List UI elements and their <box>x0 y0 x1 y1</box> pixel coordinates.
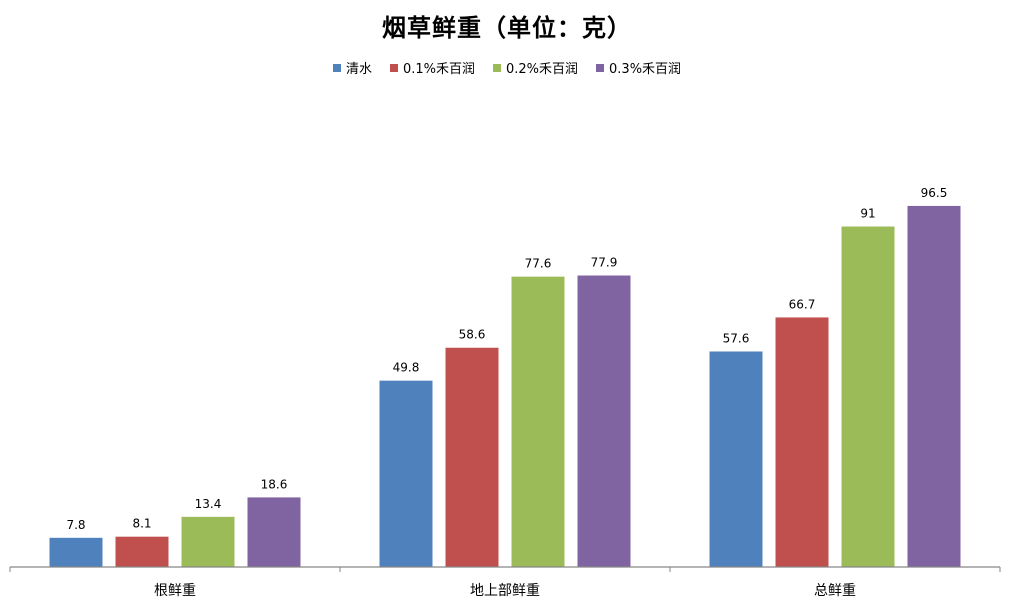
data-label: 8.1 <box>132 517 151 531</box>
legend: 清水 0.1%禾百润 0.2%禾百润 0.3%禾百润 <box>0 58 1014 77</box>
bar <box>577 275 631 567</box>
data-label: 66.7 <box>789 297 816 311</box>
legend-swatch <box>596 63 605 72</box>
data-label: 96.5 <box>921 186 948 200</box>
data-label: 13.4 <box>195 497 222 511</box>
data-label: 57.6 <box>723 331 750 345</box>
bar <box>181 516 235 567</box>
legend-item: 0.1%禾百润 <box>389 58 475 77</box>
legend-item: 0.3%禾百润 <box>596 58 681 77</box>
data-label: 7.8 <box>66 518 85 532</box>
bar <box>49 537 103 567</box>
bar <box>115 536 169 567</box>
legend-item: 0.2%禾百润 <box>492 58 579 77</box>
data-label: 49.8 <box>393 361 420 375</box>
legend-label: 0.1%禾百润 <box>402 62 475 77</box>
data-label: 77.9 <box>591 256 618 270</box>
data-label: 91 <box>860 207 875 221</box>
legend-swatch <box>389 63 398 72</box>
category-label: 总鲜重 <box>814 583 856 599</box>
legend-label: 0.2%禾百润 <box>505 62 579 77</box>
category-label: 根鲜重 <box>154 583 196 599</box>
bar <box>511 276 565 567</box>
bar <box>907 205 961 567</box>
bar <box>445 347 499 567</box>
bar <box>775 317 829 567</box>
chart-title: 烟草鲜重（单位：克） <box>382 13 632 42</box>
legend-label: 清水 <box>345 62 372 77</box>
category-label: 地上部鲜重 <box>470 583 540 599</box>
legend-label: 0.3%禾百润 <box>609 62 682 77</box>
bar <box>247 497 301 567</box>
data-label: 77.6 <box>525 257 552 271</box>
legend-swatch <box>492 63 501 72</box>
bar <box>379 380 433 567</box>
data-label: 58.6 <box>459 328 486 342</box>
bar <box>841 226 895 567</box>
data-label: 18.6 <box>261 477 288 491</box>
legend-item: 清水 <box>332 58 372 77</box>
bar <box>709 351 763 567</box>
legend-swatch <box>332 63 341 72</box>
